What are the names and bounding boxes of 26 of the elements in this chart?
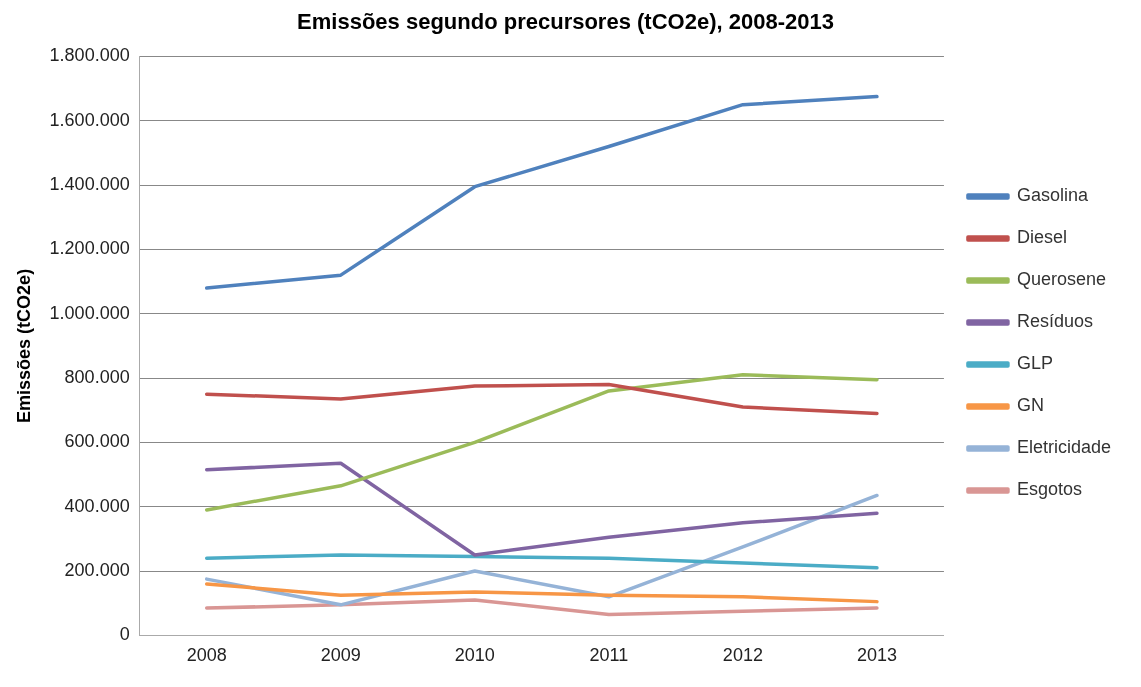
y-tick-label: 1.600.000 — [49, 109, 130, 130]
y-tick-label: 0 — [119, 624, 130, 645]
legend-label: Esgotos — [1016, 479, 1082, 500]
y-tick-label: 1.000.000 — [49, 302, 130, 323]
x-tick-label: 2010 — [454, 645, 495, 666]
y-tick-label: 400.000 — [64, 495, 130, 516]
legend-label: Querosene — [1016, 269, 1107, 290]
x-tick-label: 2009 — [320, 645, 361, 666]
legend-label: Gasolina — [1016, 185, 1089, 206]
legend-label: GLP — [1016, 353, 1053, 374]
legend-label: Resíduos — [1016, 311, 1093, 332]
y-tick-label: 1.800.000 — [49, 45, 130, 66]
x-tick-label: 2011 — [589, 645, 629, 666]
x-tick-label: 2008 — [186, 645, 227, 666]
legend-label: Diesel — [1016, 227, 1067, 248]
y-tick-label: 800.000 — [64, 367, 130, 388]
y-axis-title: Emissões (tCO2e) — [13, 268, 34, 423]
legend-label: Eletricidade — [1016, 437, 1112, 458]
legend-label: GN — [1016, 395, 1044, 416]
y-tick-label: 1.400.000 — [49, 174, 130, 195]
y-tick-label: 200.000 — [64, 560, 130, 581]
x-tick-label: 2012 — [722, 645, 763, 666]
y-tick-label: 600.000 — [64, 431, 130, 452]
chart-title: Emissões segundo precursores (tCO2e), 2008-2013 — [297, 9, 834, 35]
x-tick-label: 2013 — [856, 645, 897, 666]
y-tick-label: 1.200.000 — [49, 238, 130, 259]
